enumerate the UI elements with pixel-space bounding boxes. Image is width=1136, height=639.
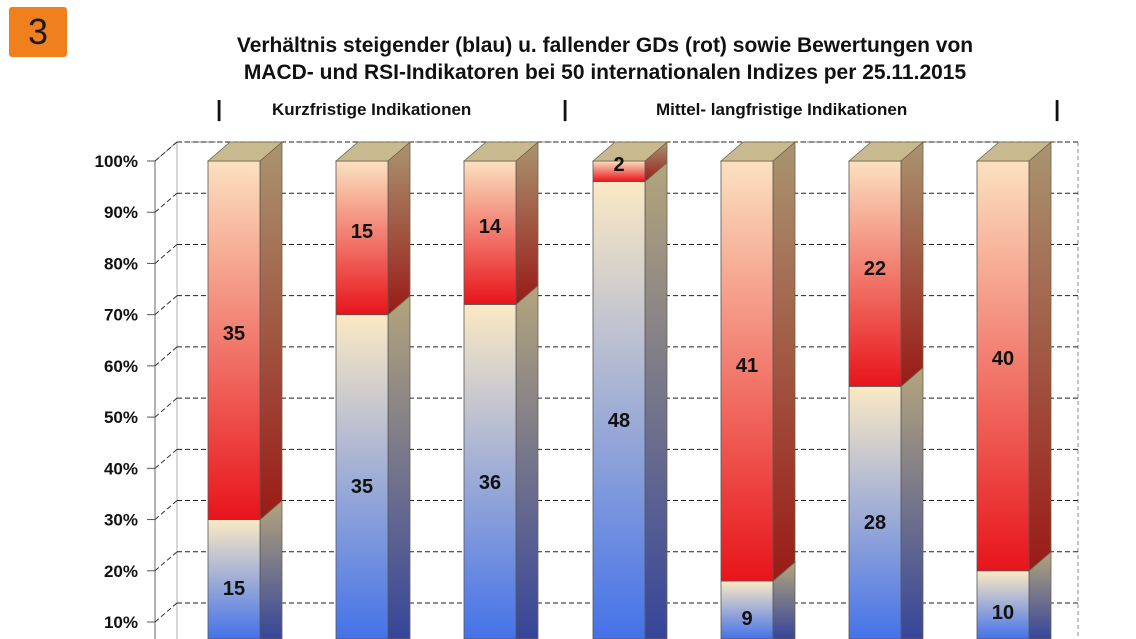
group-separator-right: | xyxy=(1054,96,1061,121)
side-gridline xyxy=(154,295,178,316)
group-separator-middle: | xyxy=(562,96,569,121)
side-gridline xyxy=(154,397,178,418)
bar-segment-rising xyxy=(463,304,517,639)
y-tick-label: 90% xyxy=(104,203,138,222)
side-gridline xyxy=(154,141,178,162)
data-label-rising: 9 xyxy=(741,608,752,630)
data-label-falling: 40 xyxy=(992,348,1014,370)
data-label-falling: 41 xyxy=(736,355,758,377)
bar-2: 35 15 xyxy=(334,141,412,639)
bar-4: 48 2 xyxy=(591,141,669,639)
bar-top-face xyxy=(462,141,540,162)
bar-top-face xyxy=(847,141,925,162)
side-gridline xyxy=(154,192,178,213)
side-gridline xyxy=(154,602,178,623)
bar-segment-falling xyxy=(207,160,261,520)
group-separator-left: | xyxy=(216,96,223,121)
chart-title-line-1: Verhältnis steigender (blau) u. fallende… xyxy=(236,34,974,57)
bar-top-face xyxy=(206,141,284,162)
bar-side-falling xyxy=(515,141,539,306)
bar-side-rising xyxy=(900,366,924,639)
data-label-falling: 22 xyxy=(864,258,886,280)
bar-7: 10 40 xyxy=(975,141,1053,639)
bar-top-face xyxy=(719,141,797,162)
bar-segment-rising xyxy=(335,314,389,639)
group-label-short-term: Kurzfristige Indikationen xyxy=(272,100,472,119)
side-gridline xyxy=(154,346,178,367)
y-tick-label: 20% xyxy=(104,562,138,581)
y-tick-label: 10% xyxy=(104,613,138,632)
bar-6: 28 22 xyxy=(847,141,925,639)
data-label-rising: 28 xyxy=(864,512,886,534)
data-label-rising: 48 xyxy=(608,410,630,432)
bar-side-rising xyxy=(644,161,668,639)
data-label-rising: 35 xyxy=(351,476,373,498)
data-label-rising: 15 xyxy=(223,578,245,600)
bar-segment-rising xyxy=(720,580,774,639)
bar-segment-falling xyxy=(976,160,1030,572)
bar-side-falling xyxy=(900,141,924,388)
bar-side-falling xyxy=(387,141,411,316)
bar-5: 9 41 xyxy=(719,141,797,639)
y-tick-label: 100% xyxy=(95,152,138,171)
y-tick-label: 70% xyxy=(104,306,138,325)
y-tick-label: 80% xyxy=(104,254,138,273)
bar-segment-falling xyxy=(848,160,902,387)
bar-side-rising xyxy=(515,284,539,639)
data-label-falling: 15 xyxy=(351,221,373,243)
data-label-falling: 2 xyxy=(613,154,624,176)
bar-side-falling xyxy=(772,141,796,582)
bar-segment-falling xyxy=(720,160,774,582)
data-label-rising: 36 xyxy=(479,472,501,494)
bar-segment-rising xyxy=(976,570,1030,639)
chart-title-line-2: MACD- und RSI-Indikatoren bei 50 interna… xyxy=(243,61,967,84)
y-tick-label: 30% xyxy=(104,511,138,530)
bar-side-falling xyxy=(1028,141,1052,572)
y-tick-label: 50% xyxy=(104,408,138,427)
side-gridline xyxy=(154,448,178,469)
slide-number-badge: 3 xyxy=(9,7,67,57)
bar-3: 36 14 xyxy=(462,141,540,639)
data-label-rising: 10 xyxy=(992,602,1014,624)
bar-top-face xyxy=(334,141,412,162)
bar-segment-falling xyxy=(335,160,389,316)
data-label-falling: 35 xyxy=(223,323,245,345)
side-gridline xyxy=(154,551,178,572)
side-gridline xyxy=(154,244,178,264)
bar-top-face xyxy=(591,141,669,162)
group-label-long-term: Mittel- langfristige Indikationen xyxy=(656,100,908,119)
bar-top-face xyxy=(975,141,1053,162)
bar-segment-rising xyxy=(207,519,261,639)
y-tick-label: 60% xyxy=(104,357,138,376)
bar-side-rising xyxy=(387,294,411,639)
data-label-falling: 14 xyxy=(479,216,502,238)
side-gridline xyxy=(154,500,178,520)
bar-segment-falling xyxy=(463,160,517,305)
bar-side-falling xyxy=(259,141,283,521)
bar-side-rising xyxy=(259,499,283,639)
y-tick-label: 40% xyxy=(104,459,138,478)
